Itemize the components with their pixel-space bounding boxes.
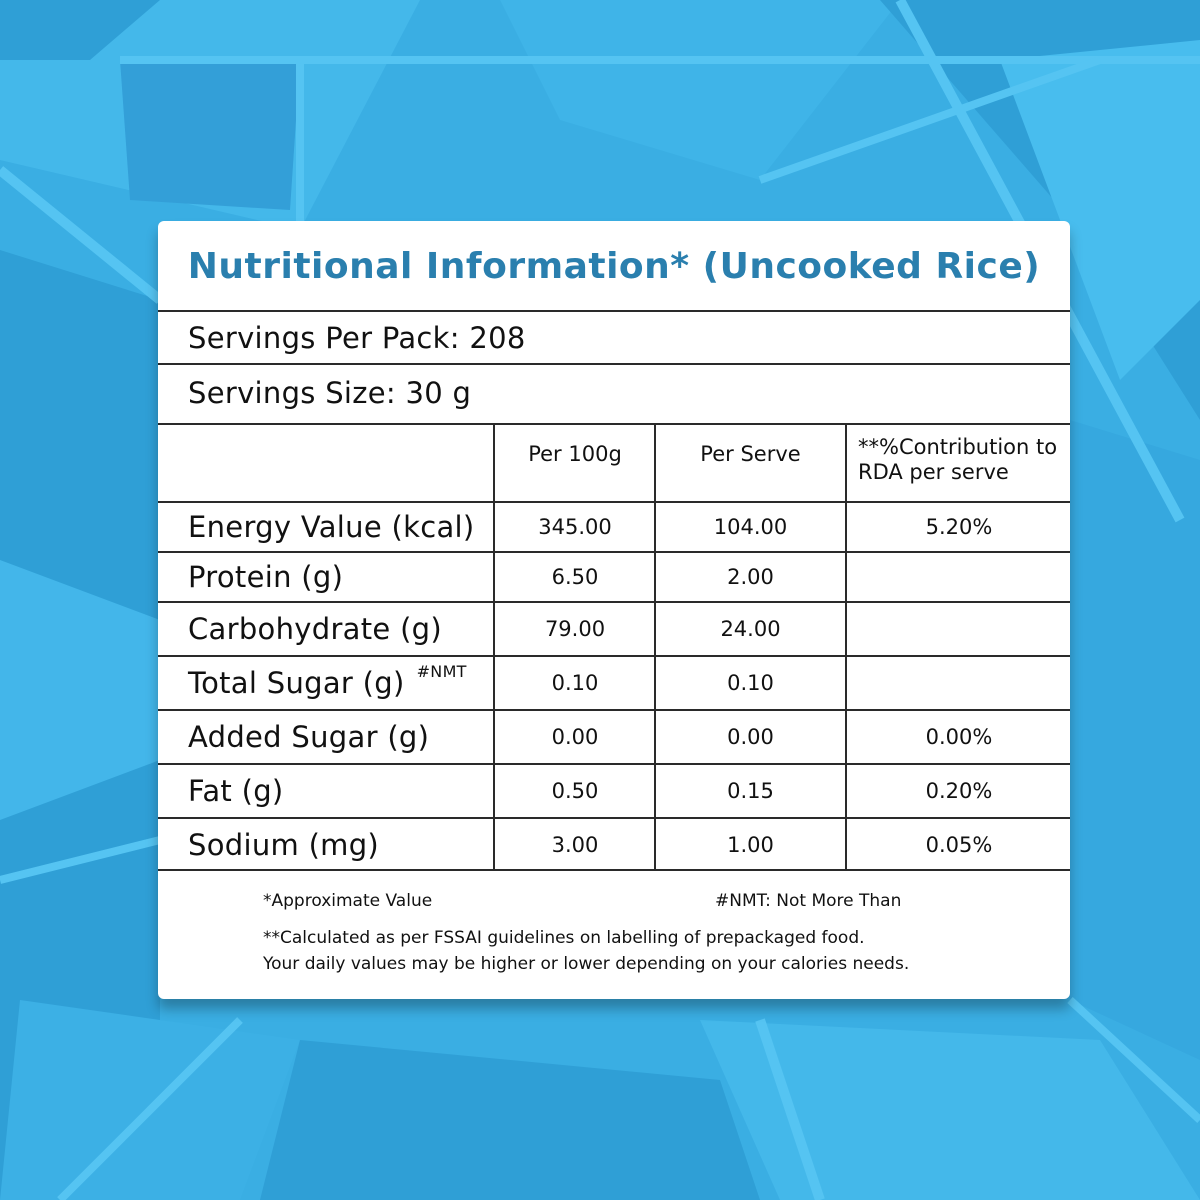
value-per-100g: 0.10 xyxy=(551,671,599,695)
value-rda: 0.20% xyxy=(925,779,993,803)
footnote-nmt: #NMT: Not More Than xyxy=(715,891,902,911)
value-rda: 5.20% xyxy=(925,515,993,539)
value-rda xyxy=(848,553,1070,601)
value-per-serve: 24.00 xyxy=(720,617,781,641)
value-rda xyxy=(848,657,1070,709)
value-per-100g: 0.50 xyxy=(551,779,599,803)
serving-size: Servings Size: 30 g xyxy=(188,376,472,410)
value-per-serve: 2.00 xyxy=(727,565,774,589)
column-divider xyxy=(845,423,847,871)
value-per-serve: 0.00 xyxy=(727,725,774,749)
nutrition-title: Nutritional Information* (Uncooked Rice) xyxy=(187,245,1041,287)
divider xyxy=(158,423,1070,425)
nutrient-label: Energy Value (kcal) xyxy=(188,510,475,544)
divider xyxy=(158,601,1070,603)
column-header-per-100g: Per 100g xyxy=(528,441,622,466)
value-per-serve: 104.00 xyxy=(713,515,788,539)
value-rda: 0.05% xyxy=(925,833,993,857)
divider xyxy=(158,869,1070,871)
divider xyxy=(158,655,1070,657)
value-rda: 0.00% xyxy=(925,725,993,749)
nutrient-label: Carbohydrate (g) xyxy=(188,612,443,646)
column-header-per-serve: Per Serve xyxy=(700,441,801,466)
value-per-100g: 79.00 xyxy=(544,617,606,641)
nutrient-label: Added Sugar (g) xyxy=(188,720,430,754)
value-rda xyxy=(848,603,1070,655)
servings-per-pack: Servings Per Pack: 208 xyxy=(188,321,526,355)
footnote-calculation: **Calculated as per FSSAI guidelines on … xyxy=(263,928,865,948)
value-per-100g: 345.00 xyxy=(538,515,612,539)
value-per-serve: 1.00 xyxy=(727,833,774,857)
column-divider xyxy=(654,423,656,871)
footnote-approximate: *Approximate Value xyxy=(263,891,433,911)
value-per-serve: 0.15 xyxy=(727,779,774,803)
nutrient-label: Fat (g) xyxy=(188,774,284,808)
nmt-note: #NMT xyxy=(416,661,467,681)
nutrient-label: Sodium (mg) xyxy=(188,828,380,862)
value-per-100g: 6.50 xyxy=(551,565,599,589)
nutrient-label: Total Sugar (g) #NMT xyxy=(188,661,467,701)
divider xyxy=(158,501,1070,503)
divider xyxy=(158,551,1070,553)
divider xyxy=(158,709,1070,711)
nutrient-rows: Energy Value (kcal) 345.00 104.00 5.20% … xyxy=(158,503,1070,951)
value-per-100g: 0.00 xyxy=(551,725,599,749)
divider xyxy=(158,817,1070,819)
divider xyxy=(158,310,1070,312)
divider xyxy=(158,363,1070,365)
value-per-serve: 0.10 xyxy=(727,671,774,695)
nutrient-label: Protein (g) xyxy=(188,560,344,594)
footnote-daily-values: Your daily values may be higher or lower… xyxy=(263,954,910,974)
column-header-rda: **%Contribution to RDA per serve xyxy=(858,435,1058,484)
value-per-100g: 3.00 xyxy=(551,833,599,857)
divider xyxy=(158,763,1070,765)
nutrition-card: Nutritional Information* (Uncooked Rice)… xyxy=(158,221,1070,999)
column-divider xyxy=(493,423,495,871)
